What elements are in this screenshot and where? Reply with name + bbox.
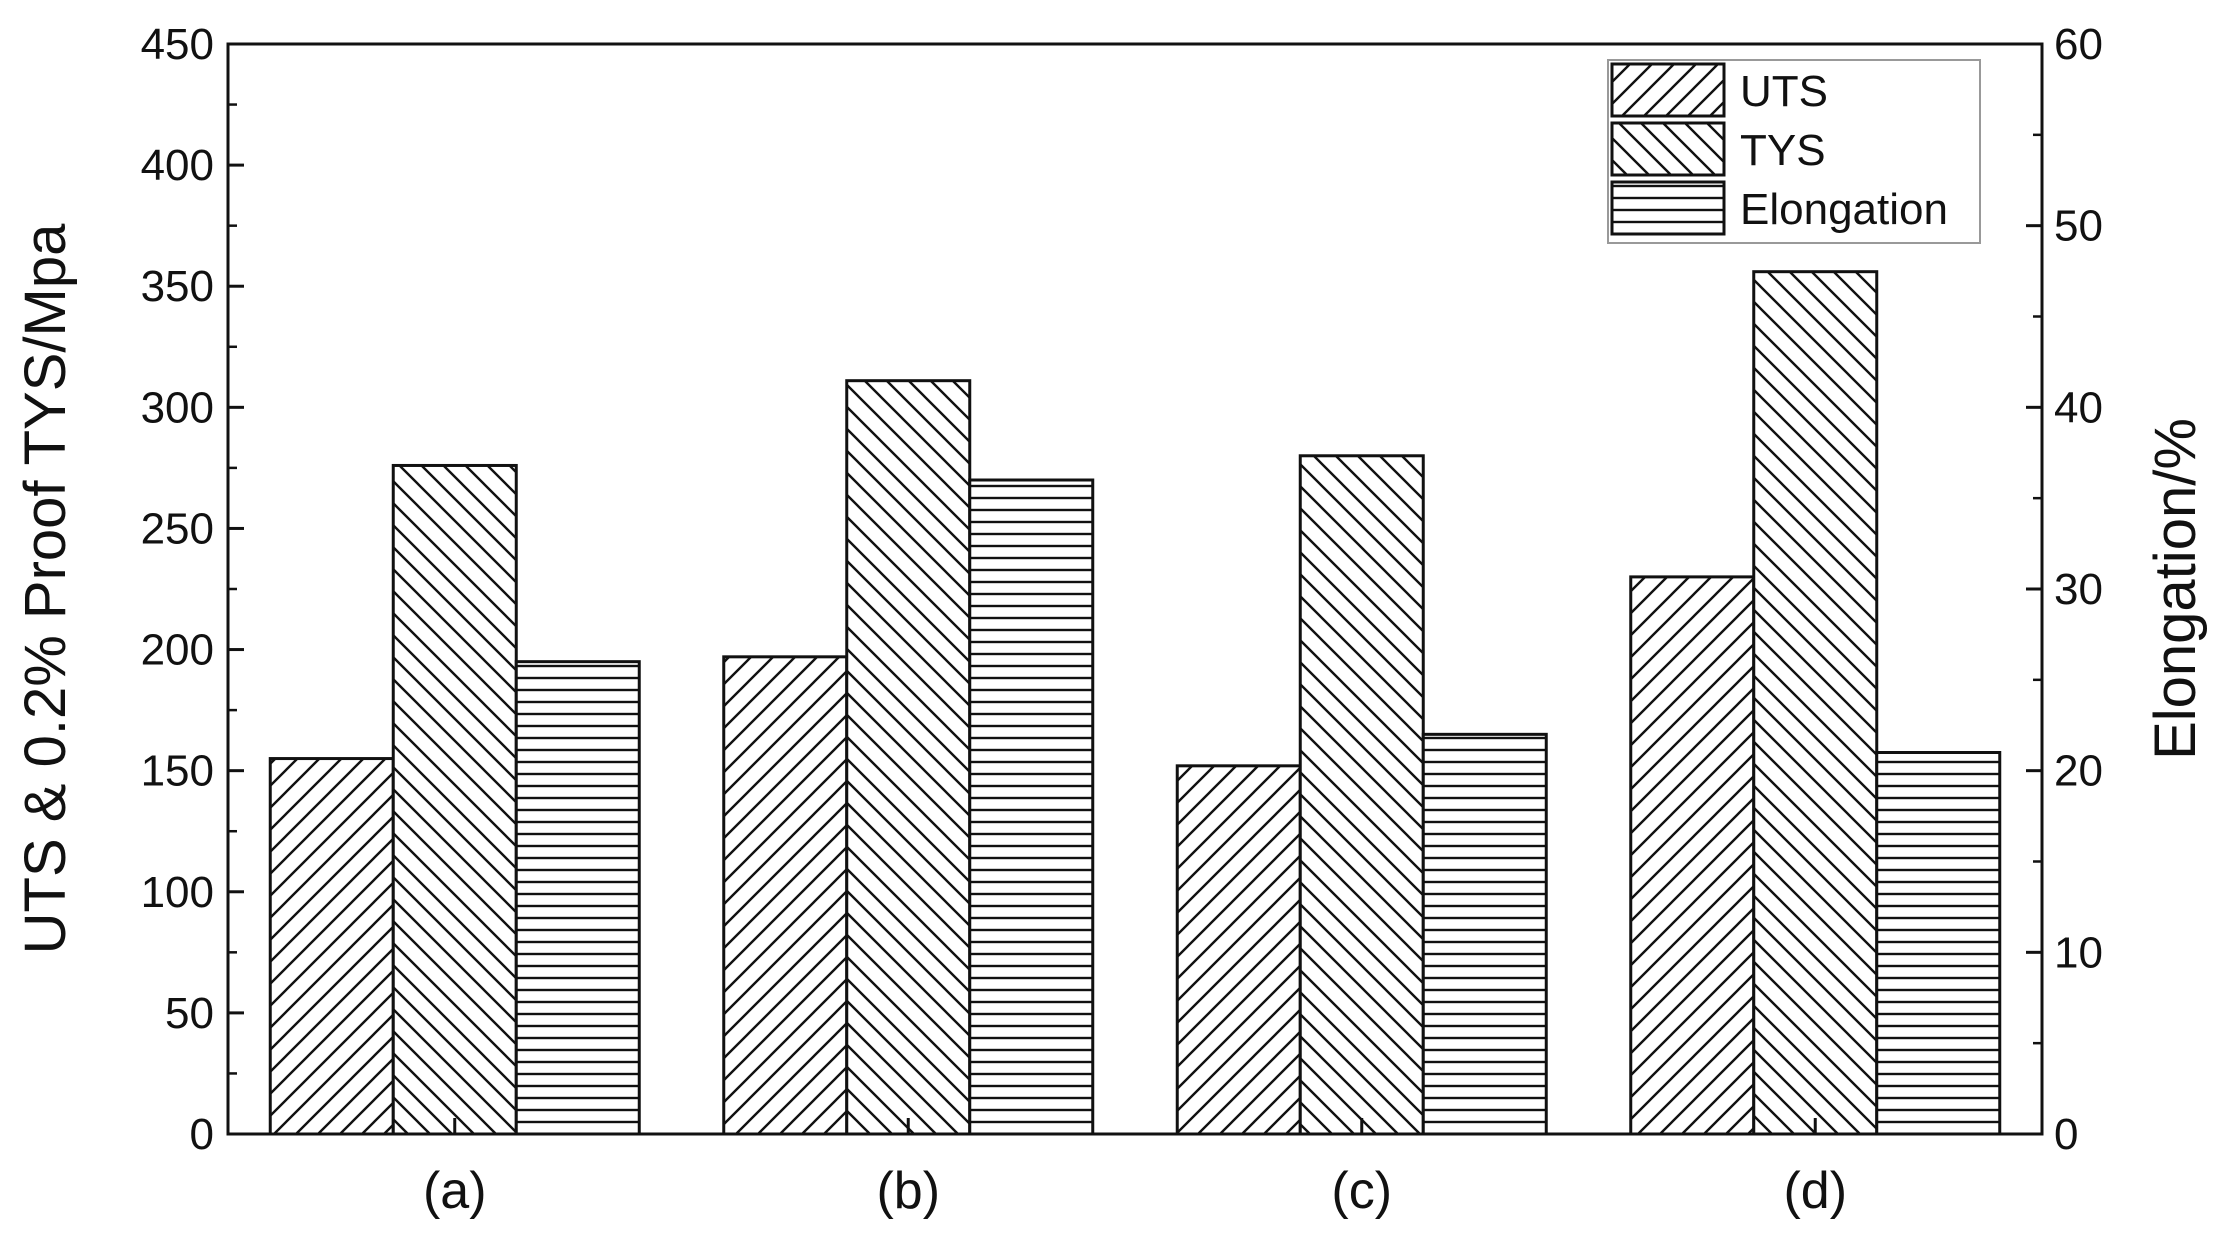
right-tick-label-10: 10 (2054, 928, 2103, 977)
bar-uts-a (268, 757, 395, 1136)
legend: UTS TYS Elongation (1607, 59, 1981, 244)
left-axis-title: UTS & 0.2% Proof TYS/Mpa (13, 223, 78, 954)
bar-tys-a (391, 463, 518, 1136)
bar-elongation-c (1421, 732, 1548, 1136)
right-tick-label-0: 0 (2054, 1110, 2078, 1159)
category-label-a: (a) (423, 1162, 487, 1220)
left-tick-label-300: 300 (141, 383, 214, 432)
bar-tys-d (1752, 270, 1879, 1136)
bar-uts-d (1629, 575, 1756, 1136)
left-tick-label-0: 0 (190, 1110, 214, 1159)
bar-uts-c (1175, 764, 1302, 1136)
right-tick-label-50: 50 (2054, 202, 2103, 251)
bars-layer (268, 270, 2002, 1136)
left-axis-ticks: 0 50 100 150 200 250 300 350 400 450 (141, 20, 244, 1159)
category-label-c: (c) (1331, 1162, 1392, 1220)
legend-label-tys: TYS (1740, 126, 1826, 175)
category-label-d: (d) (1783, 1162, 1847, 1220)
bar-elongation-b (968, 478, 1095, 1136)
right-tick-label-30: 30 (2054, 565, 2103, 614)
left-tick-label-450: 450 (141, 20, 214, 69)
legend-swatch-elongation (1610, 180, 1726, 236)
right-tick-label-20: 20 (2054, 747, 2103, 796)
legend-swatch-tys (1610, 121, 1726, 177)
bar-tys-b (845, 379, 972, 1136)
left-tick-label-350: 350 (141, 262, 214, 311)
plot-frame (226, 42, 2044, 1136)
legend-swatch-uts (1610, 62, 1726, 118)
left-tick-label-250: 250 (141, 504, 214, 553)
bar-tys-c (1298, 454, 1425, 1136)
legend-label-uts: UTS (1740, 67, 1828, 116)
right-tick-label-60: 60 (2054, 20, 2103, 69)
category-label-b: (b) (876, 1162, 940, 1220)
bar-uts-b (722, 655, 849, 1136)
left-tick-label-400: 400 (141, 141, 214, 190)
bar-elongation-a (514, 660, 641, 1136)
right-axis-title: Elongation/% (2143, 418, 2208, 760)
right-tick-label-40: 40 (2054, 383, 2103, 432)
right-axis-ticks: 0 10 20 30 40 50 60 (2026, 20, 2103, 1159)
left-tick-label-50: 50 (165, 989, 214, 1038)
left-tick-label-150: 150 (141, 747, 214, 796)
bar-elongation-d (1875, 751, 2002, 1136)
category-labels: (a) (b) (c) (d) (423, 1162, 1847, 1220)
x-axis-ticks (453, 1118, 1817, 1134)
left-tick-label-100: 100 (141, 868, 214, 917)
legend-label-elongation: Elongation (1740, 185, 1948, 234)
left-tick-label-200: 200 (141, 626, 214, 675)
